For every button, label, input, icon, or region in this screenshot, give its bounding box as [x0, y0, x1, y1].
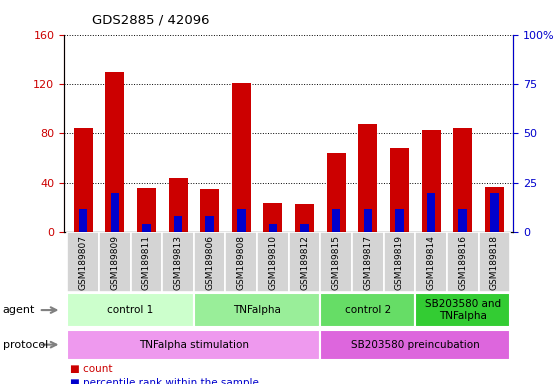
Bar — [162, 232, 194, 292]
Text: GSM189811: GSM189811 — [142, 235, 151, 290]
Text: TNFalpha stimulation: TNFalpha stimulation — [139, 339, 249, 350]
Text: GSM189809: GSM189809 — [110, 235, 119, 290]
Bar — [332, 209, 340, 232]
Bar — [358, 124, 377, 232]
Text: GDS2885 / 42096: GDS2885 / 42096 — [92, 13, 210, 26]
Bar — [395, 209, 404, 232]
Bar — [110, 193, 119, 232]
Bar — [269, 224, 277, 232]
Bar — [415, 232, 447, 292]
Bar — [237, 209, 246, 232]
Bar — [68, 329, 320, 360]
Bar — [327, 153, 346, 232]
Bar — [364, 209, 372, 232]
Bar — [415, 293, 510, 327]
Bar — [320, 293, 415, 327]
Bar — [459, 209, 467, 232]
Bar — [320, 329, 510, 360]
Bar — [390, 148, 409, 232]
Bar — [68, 293, 194, 327]
Bar — [131, 232, 162, 292]
Text: SB203580 and
TNFalpha: SB203580 and TNFalpha — [425, 299, 501, 321]
Bar — [137, 188, 156, 232]
Bar — [352, 232, 384, 292]
Text: GSM189815: GSM189815 — [331, 235, 341, 290]
Text: SB203580 preincubation: SB203580 preincubation — [351, 339, 480, 350]
Text: GSM189813: GSM189813 — [174, 235, 182, 290]
Bar — [295, 204, 314, 232]
Text: agent: agent — [3, 305, 35, 315]
Bar — [174, 217, 182, 232]
Text: GSM189806: GSM189806 — [205, 235, 214, 290]
Bar — [447, 232, 479, 292]
Bar — [68, 232, 99, 292]
Bar — [200, 189, 219, 232]
Text: GSM189808: GSM189808 — [237, 235, 246, 290]
Bar — [289, 232, 320, 292]
Bar — [194, 293, 320, 327]
Text: GSM189819: GSM189819 — [395, 235, 404, 290]
Bar — [422, 130, 441, 232]
Bar — [99, 232, 131, 292]
Text: GSM189810: GSM189810 — [268, 235, 277, 290]
Bar — [205, 217, 214, 232]
Bar — [320, 232, 352, 292]
Bar — [169, 178, 187, 232]
Text: GSM189812: GSM189812 — [300, 235, 309, 290]
Bar — [427, 193, 435, 232]
Bar — [453, 129, 472, 232]
Text: ■ percentile rank within the sample: ■ percentile rank within the sample — [70, 378, 258, 384]
Text: GSM189817: GSM189817 — [363, 235, 372, 290]
Text: control 2: control 2 — [345, 305, 391, 315]
Text: GSM189818: GSM189818 — [490, 235, 499, 290]
Bar — [300, 224, 309, 232]
Text: GSM189807: GSM189807 — [79, 235, 88, 290]
Bar — [142, 224, 151, 232]
Bar — [490, 193, 499, 232]
Text: protocol: protocol — [3, 339, 48, 350]
Text: GSM189814: GSM189814 — [427, 235, 436, 290]
Bar — [479, 232, 510, 292]
Text: GSM189816: GSM189816 — [458, 235, 467, 290]
Bar — [384, 232, 415, 292]
Bar — [105, 72, 124, 232]
Bar — [194, 232, 225, 292]
Bar — [257, 232, 289, 292]
Bar — [79, 209, 88, 232]
Bar — [74, 129, 93, 232]
Text: ■ count: ■ count — [70, 364, 112, 374]
Bar — [263, 203, 282, 232]
Text: control 1: control 1 — [108, 305, 153, 315]
Text: TNFalpha: TNFalpha — [233, 305, 281, 315]
Bar — [485, 187, 504, 232]
Bar — [225, 232, 257, 292]
Bar — [232, 83, 251, 232]
